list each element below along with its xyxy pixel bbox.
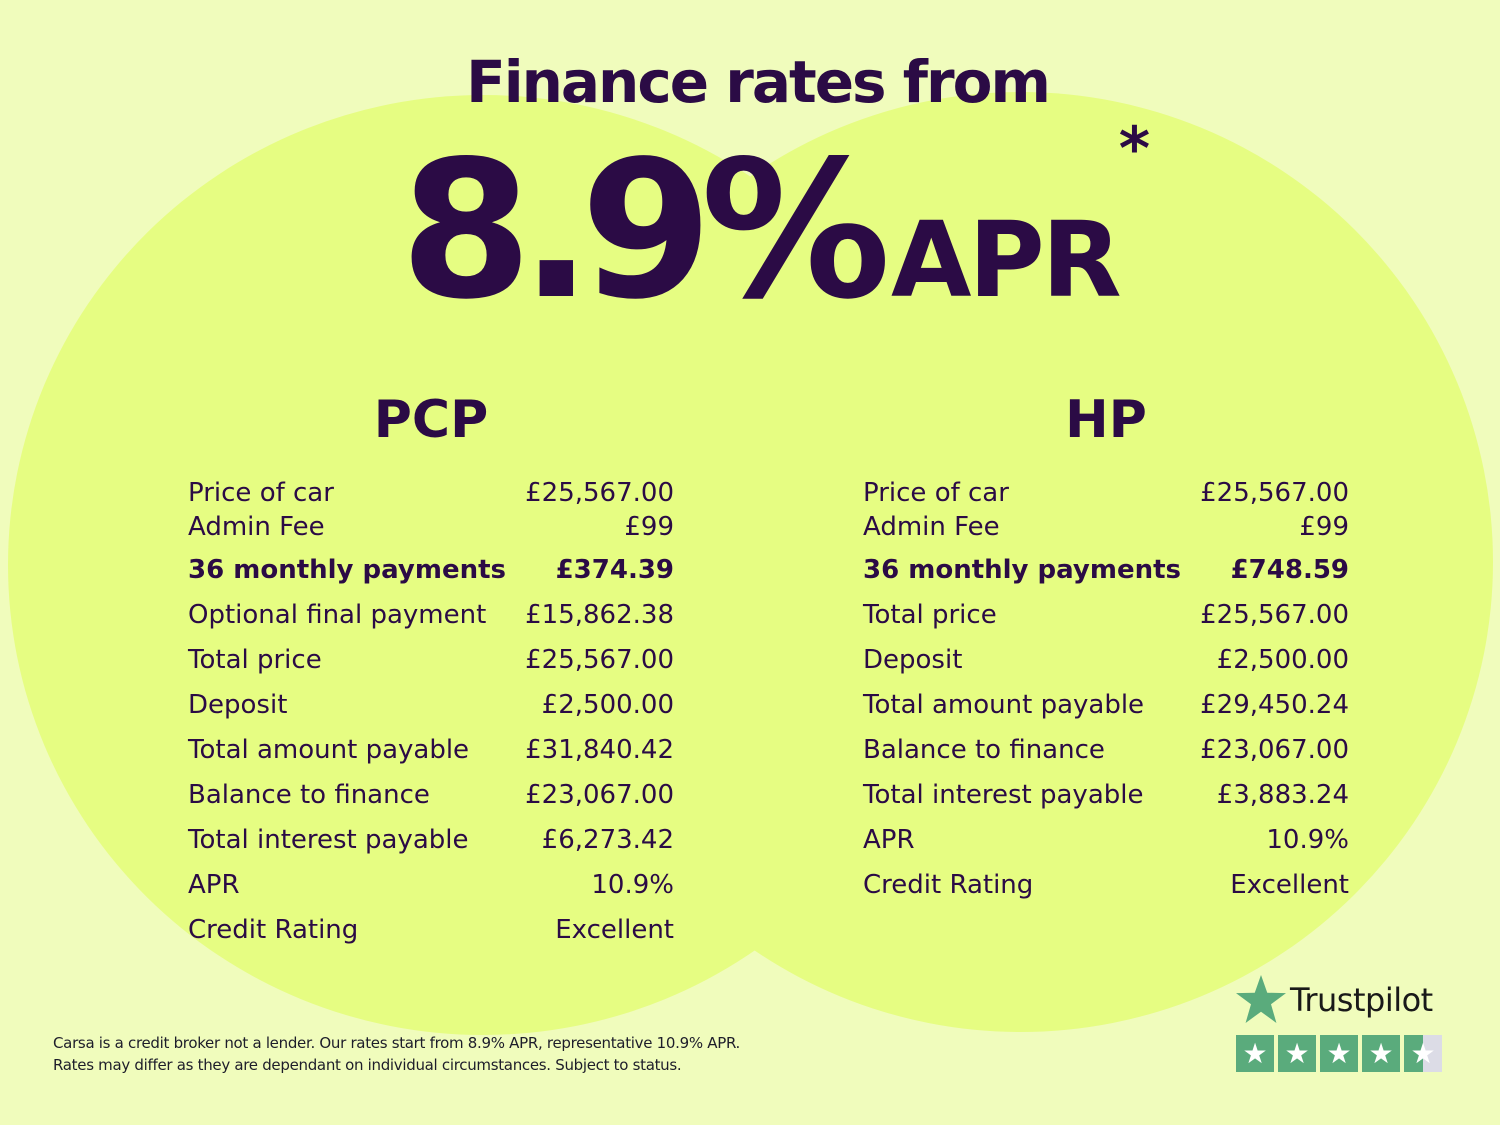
disclaimer: Carsa is a credit broker not a lender. O…: [53, 1032, 740, 1076]
rating-star-icon: ★: [1278, 1035, 1316, 1072]
asterisk: *: [1118, 114, 1151, 184]
trustpilot-star-icon: [1236, 975, 1286, 1023]
disclaimer-line: Rates may differ as they are dependant o…: [53, 1056, 682, 1074]
table-row: APR 10.9%: [863, 818, 1349, 863]
row-value: £25,567.00: [1200, 600, 1349, 630]
pcp-heading: PCP: [373, 390, 489, 450]
row-value: £25,567.00: [1200, 478, 1349, 508]
table-row: Total interest payable £6,273.42: [188, 818, 674, 863]
headline-rate: 8.9% APR *: [400, 114, 1150, 341]
table-row: Deposit £2,500.00: [863, 638, 1349, 683]
row-label: Admin Fee: [863, 512, 1000, 542]
apr-label: APR: [890, 199, 1122, 321]
rating-star-icon: ★: [1362, 1035, 1400, 1072]
table-row: APR 10.9%: [188, 863, 674, 908]
table-row: Total amount payable £29,450.24: [863, 683, 1349, 728]
row-value: £748.59: [1230, 555, 1349, 585]
row-label: Total price: [863, 600, 997, 630]
row-label: Total amount payable: [188, 735, 470, 765]
row-value: £31,840.42: [525, 735, 674, 765]
rate-value: 8.9%: [400, 120, 891, 341]
table-row: Total price £25,567.00: [863, 593, 1349, 638]
table-row: Total interest payable £3,883.24: [863, 773, 1349, 818]
row-label: Total interest payable: [863, 780, 1144, 810]
row-value: £2,500.00: [1216, 645, 1349, 675]
pcp-table: PCP Price of car £25,567.00 Admin Fee £99 36 …: [188, 390, 674, 953]
row-label: Total interest payable: [188, 825, 469, 855]
table-row: Balance to finance £23,067.00: [863, 728, 1349, 773]
row-label: 36 monthly payments: [863, 555, 1181, 585]
table-row: Credit Rating Excellent: [863, 863, 1349, 908]
table-row: Price of car £25,567.00: [188, 476, 674, 510]
row-label: Deposit: [188, 690, 288, 720]
row-value: £29,450.24: [1200, 690, 1349, 720]
row-value: Excellent: [1230, 870, 1349, 900]
table-row: Total price £25,567.00: [188, 638, 674, 683]
row-label: Balance to finance: [863, 735, 1105, 765]
row-label: APR: [863, 825, 915, 855]
row-label: Total amount payable: [863, 690, 1145, 720]
table-row: Admin Fee £99: [863, 510, 1349, 544]
row-label: Price of car: [188, 478, 334, 508]
row-label: Balance to finance: [188, 780, 430, 810]
row-value: 10.9%: [1266, 825, 1349, 855]
rating-star-icon: ★: [1236, 1035, 1274, 1072]
rating-star-icon: ★: [1320, 1035, 1358, 1072]
row-label: Deposit: [863, 645, 963, 675]
row-value: £23,067.00: [1200, 735, 1349, 765]
row-label: Admin Fee: [188, 512, 325, 542]
row-value: £99: [1299, 512, 1349, 542]
row-value: £99: [624, 512, 674, 542]
row-value: £6,273.42: [541, 825, 674, 855]
table-row: Credit Rating Excellent: [188, 908, 674, 953]
row-value: £25,567.00: [525, 478, 674, 508]
row-value: £374.39: [555, 555, 674, 585]
right-circle-decoration: [548, 92, 1493, 1032]
row-label: Optional final payment: [188, 600, 487, 630]
row-value: £25,567.00: [525, 645, 674, 675]
table-row: Total amount payable £31,840.42: [188, 728, 674, 773]
row-value: Excellent: [555, 915, 674, 945]
table-row: Deposit £2,500.00: [188, 683, 674, 728]
row-label: 36 monthly payments: [188, 555, 506, 585]
headline-title: Finance rates from: [466, 48, 1051, 116]
row-label: APR: [188, 870, 240, 900]
table-row: Optional final payment £15,862.38: [188, 593, 674, 638]
disclaimer-line: Carsa is a credit broker not a lender. O…: [53, 1034, 740, 1052]
table-row: Admin Fee £99: [188, 510, 674, 544]
table-row: 36 monthly payments £748.59: [863, 548, 1349, 593]
row-value: £3,883.24: [1216, 780, 1349, 810]
row-value: £23,067.00: [525, 780, 674, 810]
row-label: Credit Rating: [863, 870, 1034, 900]
hp-table: HP Price of car £25,567.00 Admin Fee £99 36 m…: [863, 390, 1349, 908]
row-label: Total price: [188, 645, 322, 675]
rating-star-icon: ★: [1404, 1035, 1442, 1072]
row-label: Credit Rating: [188, 915, 359, 945]
table-row: Balance to finance £23,067.00: [188, 773, 674, 818]
row-value: 10.9%: [591, 870, 674, 900]
row-label: Price of car: [863, 478, 1009, 508]
hp-heading: HP: [1065, 390, 1147, 450]
trustpilot-name: Trustpilot: [1290, 981, 1433, 1019]
row-value: £15,862.38: [525, 600, 674, 630]
table-row: 36 monthly payments £374.39: [188, 548, 674, 593]
table-row: Price of car £25,567.00: [863, 476, 1349, 510]
row-value: £2,500.00: [541, 690, 674, 720]
